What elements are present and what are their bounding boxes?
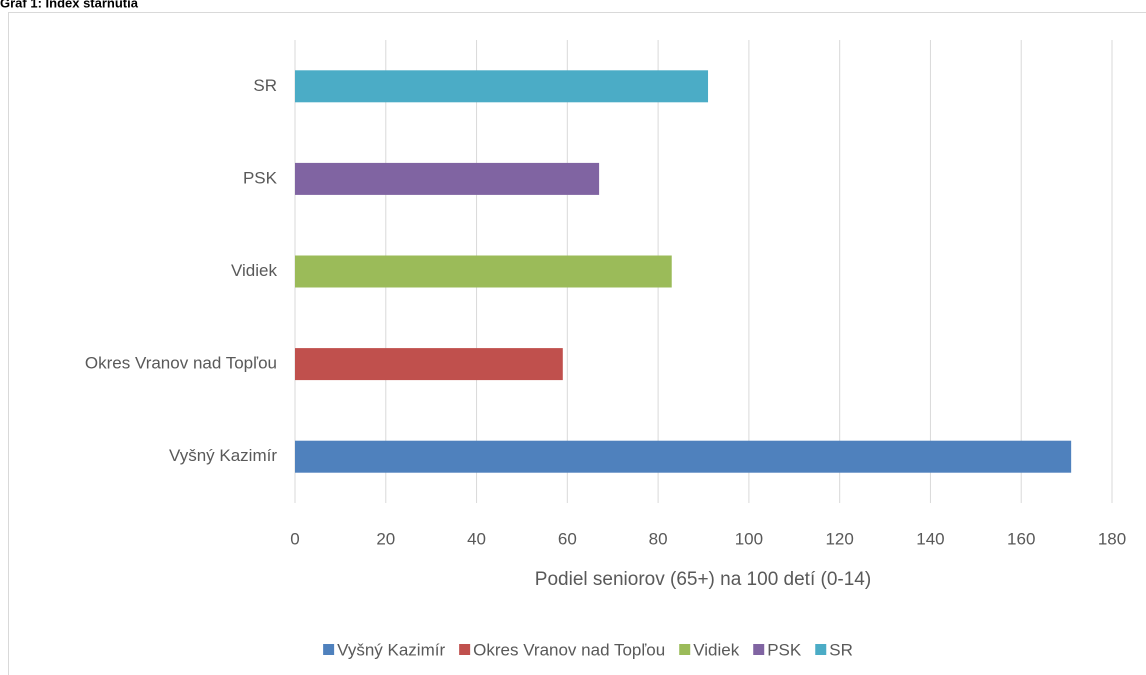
x-tick-label: 20 (376, 529, 395, 548)
bar (295, 348, 563, 381)
legend-label: Vyšný Kazimír (337, 640, 445, 659)
legend-label: Okres Vranov nad Topľou (473, 640, 665, 659)
y-tick-label: Vidiek (231, 261, 277, 280)
x-axis-title: Podiel seniorov (65+) na 100 detí (0-14) (535, 569, 871, 590)
bar (295, 255, 672, 288)
legend-label: SR (829, 640, 853, 659)
chart-border (8, 12, 1146, 675)
x-tick-label: 160 (1007, 529, 1035, 548)
x-tick-label: 40 (467, 529, 486, 548)
x-tick-label: 140 (916, 529, 944, 548)
legend-swatch (753, 644, 765, 655)
x-tick-label: 80 (649, 529, 668, 548)
x-tick-label: 0 (290, 529, 299, 548)
x-tick-label: 180 (1098, 529, 1126, 548)
legend-swatch (459, 644, 471, 655)
x-tick-label: 60 (558, 529, 577, 548)
bar (295, 70, 709, 103)
legend-label: PSK (767, 640, 802, 659)
y-tick-label: SR (253, 76, 277, 95)
chart-title: Graf 1: Index starnutia (0, 0, 139, 10)
bar (295, 162, 600, 195)
x-tick-label: 100 (735, 529, 763, 548)
legend-label: Vidiek (693, 640, 739, 659)
y-tick-label: Vyšný Kazimír (169, 446, 277, 465)
bar (295, 440, 1072, 473)
y-tick-label: Okres Vranov nad Topľou (85, 354, 277, 373)
legend-swatch (323, 644, 335, 655)
x-tick-label: 120 (825, 529, 853, 548)
legend-swatch (679, 644, 691, 655)
legend-swatch (815, 644, 827, 655)
y-tick-label: PSK (243, 168, 278, 187)
